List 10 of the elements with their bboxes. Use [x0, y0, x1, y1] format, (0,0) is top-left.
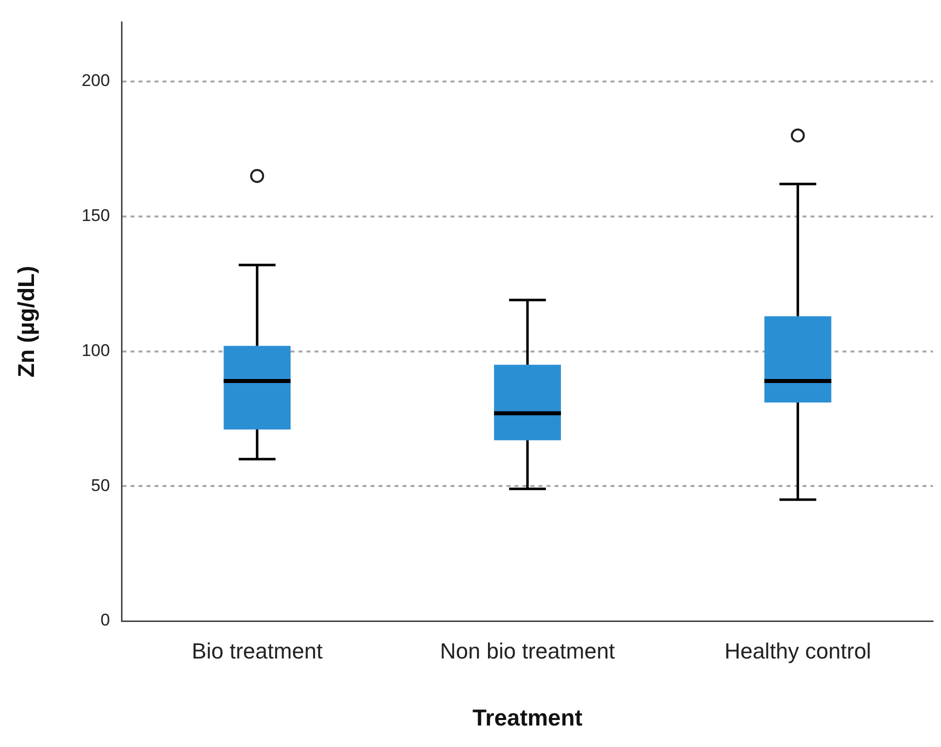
y-tick-label: 200 — [82, 71, 110, 90]
y-tick-label: 0 — [100, 610, 110, 630]
x-tick-label: Healthy control — [724, 638, 872, 664]
y-tick-label: 100 — [82, 340, 110, 360]
x-axis-title: Treatment — [472, 704, 583, 731]
x-tick-label: Non bio treatment — [440, 638, 615, 664]
y-tick-label: 150 — [82, 206, 110, 226]
y-axis-title: Zn (µg/dL) — [13, 266, 40, 378]
y-tick-label: 50 — [91, 476, 110, 495]
x-tick-label: Bio treatment — [192, 638, 323, 664]
